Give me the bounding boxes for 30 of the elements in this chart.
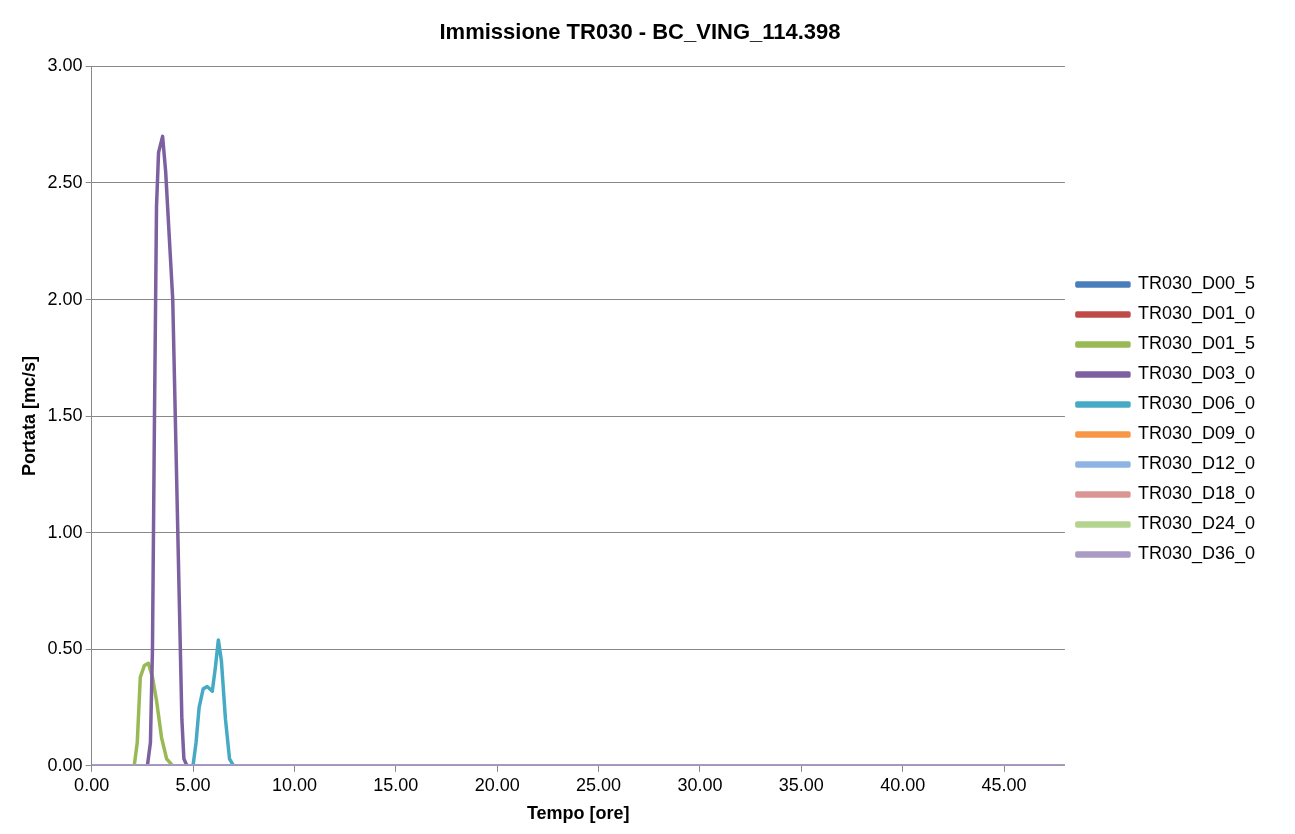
legend-label: TR030_D12_0 [1137,453,1256,475]
y-tick-label: 0.50 [47,638,83,659]
x-tick-label: 5.00 [175,774,211,795]
x-axis-title: Tempo [ore] [526,803,630,824]
y-tick-label: 0.00 [47,754,83,775]
y-axis-title: Portata [mc/s] [18,356,39,477]
x-tick-label: 10.00 [271,774,317,795]
y-tick-label: 2.50 [47,171,83,192]
x-tick-label: 15.00 [373,774,419,795]
y-tick-label: 1.50 [47,405,83,426]
y-tick-label: 3.00 [47,55,83,76]
x-tick-label: 35.00 [778,774,824,795]
x-tick-label: 25.00 [576,774,622,795]
x-tick-label: 45.00 [981,774,1027,795]
chart-title: Immissione TR030 - BC_VING_114.398 [439,19,841,45]
x-tick-label: 40.00 [880,774,926,795]
x-tick-label: 20.00 [474,774,520,795]
legend-label: TR030_D18_0 [1137,483,1256,505]
y-tick-label: 1.00 [47,521,83,542]
x-tick-label: 0.00 [74,774,110,795]
y-tick-label: 2.00 [47,288,83,309]
legend-label: TR030_D00_5 [1137,273,1256,295]
legend-label: TR030_D03_0 [1137,363,1256,385]
x-tick-label: 30.00 [677,774,723,795]
legend-label: TR030_D06_0 [1137,393,1256,415]
legend-label: TR030_D36_0 [1137,543,1256,565]
legend-label: TR030_D01_5 [1137,333,1256,355]
legend-label: TR030_D09_0 [1137,423,1256,445]
legend-label: TR030_D24_0 [1137,513,1256,535]
legend-label: TR030_D01_0 [1137,303,1256,325]
